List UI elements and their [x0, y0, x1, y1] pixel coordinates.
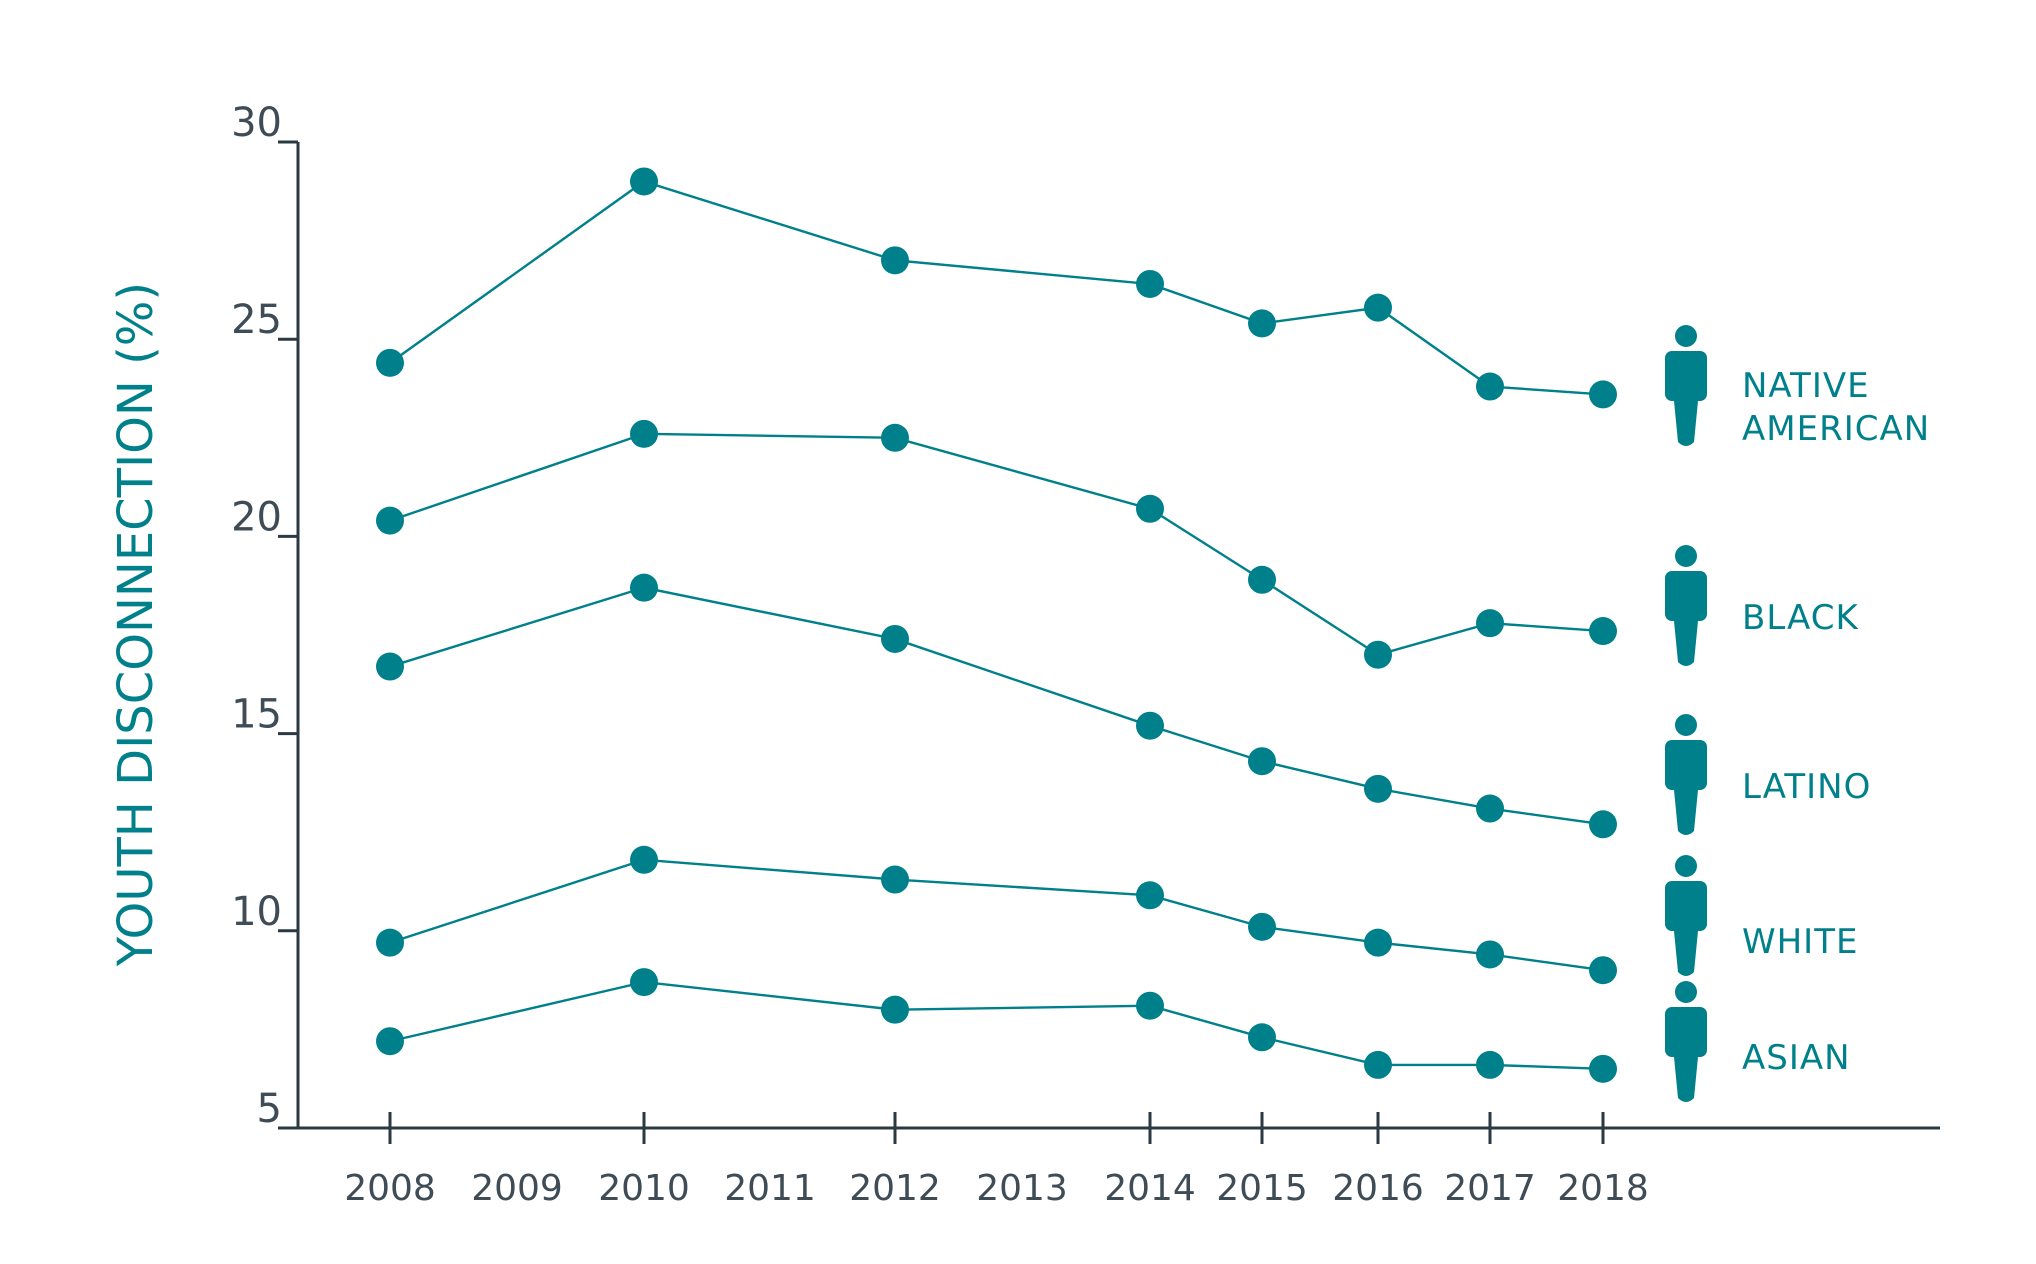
person-icon-body	[1665, 740, 1707, 790]
data-point	[881, 865, 909, 894]
x-tick-label: 2017	[1444, 1168, 1536, 1209]
data-point	[1364, 640, 1392, 669]
data-point	[1136, 269, 1164, 298]
data-point	[1589, 1054, 1617, 1083]
x-tick-label: 2009	[471, 1168, 563, 1209]
data-point	[881, 995, 909, 1024]
person-icon	[1665, 325, 1707, 446]
axes	[296, 142, 1940, 1130]
x-tick-label: 2011	[724, 1168, 816, 1209]
data-point	[881, 423, 909, 452]
data-point	[1248, 309, 1276, 338]
y-axis-title: YOUTH DISCONNECTION (%)	[108, 282, 164, 967]
x-tick-label: 2012	[849, 1168, 941, 1209]
person-icon-head	[1675, 714, 1697, 736]
x-tick-label: 2010	[598, 1168, 690, 1209]
data-point	[1364, 1050, 1392, 1079]
data-point	[376, 348, 404, 377]
data-point	[376, 652, 404, 681]
x-tick-label: 2015	[1216, 1168, 1308, 1209]
series-line	[389, 586, 1604, 826]
data-point	[1476, 609, 1504, 638]
x-tick-label: 2014	[1104, 1168, 1196, 1209]
person-icon	[1665, 714, 1707, 835]
x-tick-label: 2008	[344, 1168, 436, 1209]
data-point	[1476, 940, 1504, 969]
person-icon-body	[1665, 571, 1707, 621]
person-icon-head	[1675, 855, 1697, 877]
person-icon-leg	[1674, 401, 1698, 446]
series-line	[389, 432, 1604, 657]
person-icon-leg	[1674, 790, 1698, 835]
person-icon-head	[1675, 545, 1697, 567]
series-line	[389, 180, 1604, 396]
data-point	[630, 845, 658, 874]
legend-label: WHITE	[1742, 922, 1858, 962]
data-point	[1476, 1050, 1504, 1079]
series-lines	[389, 180, 1604, 1071]
person-icon-body	[1665, 1007, 1707, 1057]
person-icon	[1665, 545, 1707, 666]
data-point	[1364, 293, 1392, 322]
data-point	[1364, 928, 1392, 957]
legend-label: ASIAN	[1742, 1038, 1851, 1078]
person-icon	[1665, 855, 1707, 976]
data-point	[630, 573, 658, 602]
y-tick-label: 30	[231, 100, 282, 146]
data-point	[1136, 711, 1164, 740]
x-ticks: 2008 2009 2010 2011 2012 2013 2014 2015 2016 2017…	[344, 1112, 1649, 1209]
series-line	[389, 980, 1604, 1071]
data-point	[376, 506, 404, 535]
x-tick-label: 2013	[976, 1168, 1068, 1209]
y-tick-label: 20	[231, 494, 282, 540]
y-tick-label: 10	[231, 889, 282, 935]
legend-label: BLACK	[1742, 598, 1859, 638]
legend-label: AMERICAN	[1742, 409, 1930, 449]
x-tick-label: 2018	[1557, 1168, 1649, 1209]
data-point	[1589, 956, 1617, 985]
data-point	[1248, 565, 1276, 594]
person-icon-leg	[1674, 621, 1698, 666]
data-point	[1248, 912, 1276, 941]
data-point	[881, 624, 909, 653]
person-icon	[1665, 981, 1707, 1102]
y-tick-label: 5	[257, 1086, 282, 1132]
person-icon-head	[1675, 981, 1697, 1003]
data-point	[1589, 617, 1617, 646]
data-point	[1136, 881, 1164, 910]
person-icon-body	[1665, 881, 1707, 931]
x-tick-label: 2016	[1332, 1168, 1424, 1209]
y-tick-label: 25	[231, 297, 282, 343]
data-point	[1136, 494, 1164, 523]
data-point	[1589, 380, 1617, 409]
data-point	[376, 1027, 404, 1056]
data-point	[1364, 774, 1392, 803]
series-points	[376, 167, 1617, 1083]
y-ticks: 30 25 20 15 10 5	[231, 100, 298, 1132]
legend-label: LATINO	[1742, 767, 1871, 807]
data-point	[376, 928, 404, 957]
y-tick-label: 15	[231, 692, 282, 738]
legend-label: NATIVE	[1742, 366, 1870, 406]
person-icon-head	[1675, 325, 1697, 347]
data-point	[630, 968, 658, 997]
person-icon-leg	[1674, 931, 1698, 976]
data-point	[1589, 810, 1617, 839]
data-point	[630, 167, 658, 196]
person-icon-body	[1665, 351, 1707, 401]
person-icon-leg	[1674, 1057, 1698, 1102]
data-point	[1136, 991, 1164, 1020]
data-point	[1476, 794, 1504, 823]
data-point	[881, 246, 909, 275]
data-point	[630, 419, 658, 448]
data-point	[1476, 372, 1504, 401]
data-point	[1248, 1023, 1276, 1052]
data-point	[1248, 747, 1276, 776]
series-line	[389, 858, 1604, 972]
